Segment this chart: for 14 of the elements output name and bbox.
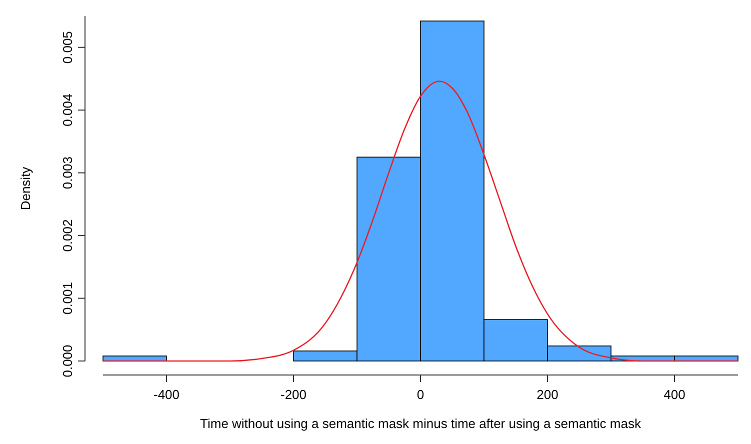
y-axis-title: Density	[18, 166, 33, 210]
x-axis-title: Time without using a semantic mask minus time after using a semantic mask	[200, 416, 642, 431]
x-tick-label: 400	[664, 387, 686, 402]
y-tick-label: 0.001	[60, 282, 75, 315]
y-tick-label: 0.005	[60, 31, 75, 64]
x-tick-label: -200	[280, 387, 307, 402]
y-tick-label: 0.004	[60, 94, 75, 126]
y-tick-label: 0.002	[60, 219, 75, 252]
x-tick-label: 0	[416, 387, 424, 402]
y-tick-label: 0.003	[60, 156, 75, 190]
line-series	[102, 80, 739, 362]
y-tick-label: 0.000	[60, 344, 75, 378]
x-tick-label: 200	[536, 387, 558, 402]
x-tick-label: -400	[153, 387, 180, 402]
